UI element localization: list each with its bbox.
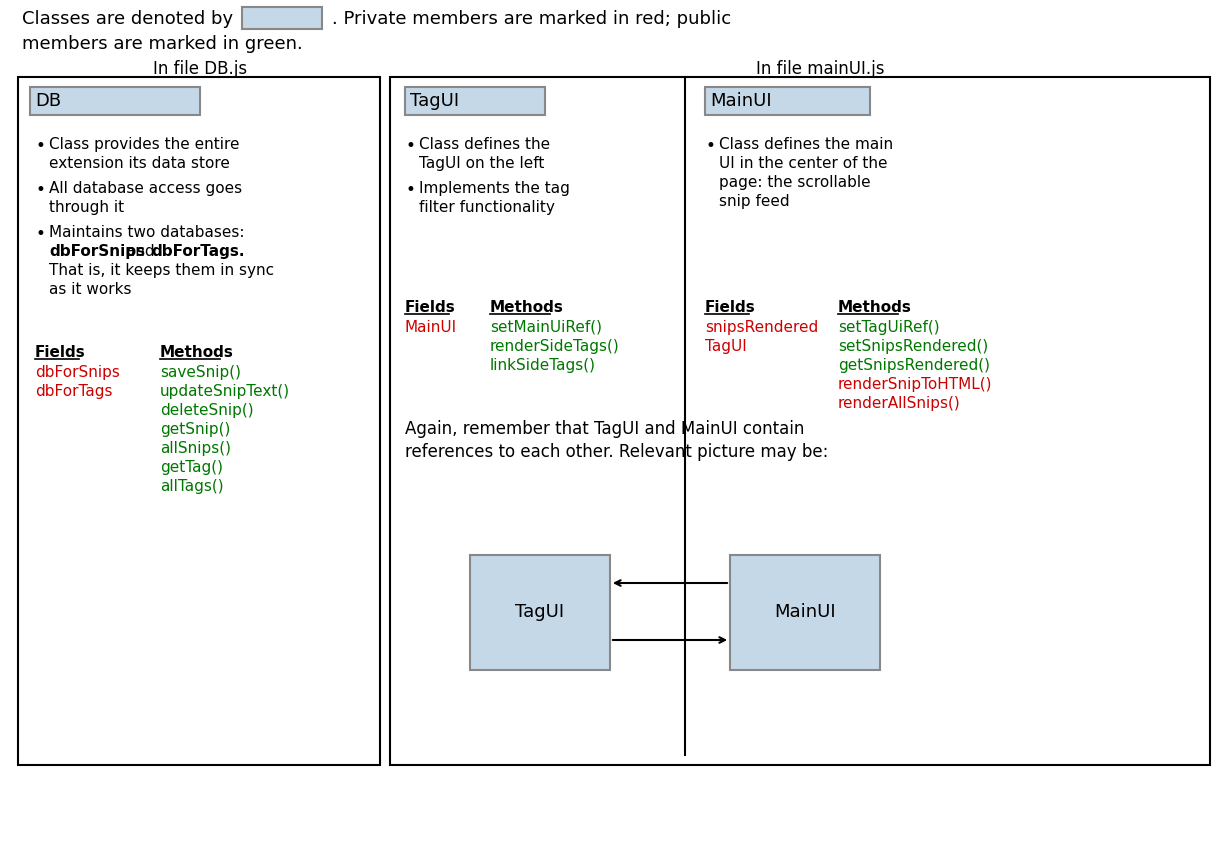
Text: Fields: Fields [36, 345, 86, 360]
Text: All database access goes: All database access goes [49, 181, 242, 196]
Text: setTagUiRef(): setTagUiRef() [837, 320, 939, 335]
Text: setSnipsRendered(): setSnipsRendered() [837, 339, 989, 354]
Bar [391, 77, 1210, 765]
Text: Classes are denoted by: Classes are denoted by [22, 10, 233, 28]
Text: Again, remember that TagUI and MainUI contain: Again, remember that TagUI and MainUI co… [405, 420, 804, 438]
Text: dbForSnips: dbForSnips [36, 365, 120, 380]
Text: . Private members are marked in red; public: . Private members are marked in red; pub… [332, 10, 731, 28]
Text: linkSideTags(): linkSideTags() [490, 358, 596, 373]
Text: saveSnip(): saveSnip() [160, 365, 241, 380]
Text: setMainUiRef(): setMainUiRef() [490, 320, 602, 335]
Text: Implements the tag: Implements the tag [419, 181, 570, 196]
Text: extension its data store: extension its data store [49, 156, 230, 171]
Text: renderSnipToHTML(): renderSnipToHTML() [837, 377, 992, 392]
Text: MainUI: MainUI [774, 603, 836, 621]
Text: Methods: Methods [837, 300, 912, 315]
Text: Class defines the main: Class defines the main [720, 137, 893, 152]
Text: •: • [405, 137, 415, 155]
Text: snipsRendered: snipsRendered [705, 320, 818, 335]
Text: •: • [36, 181, 45, 199]
Text: DB: DB [36, 92, 61, 110]
Text: filter functionality: filter functionality [419, 200, 555, 215]
Text: •: • [36, 225, 45, 243]
Text: renderSideTags(): renderSideTags() [490, 339, 620, 354]
Text: UI in the center of the: UI in the center of the [720, 156, 888, 171]
Text: TagUI: TagUI [516, 603, 565, 621]
Text: Methods: Methods [160, 345, 233, 360]
Text: Maintains two databases:: Maintains two databases: [49, 225, 244, 240]
Text: dbForTags: dbForTags [36, 384, 113, 399]
Text: Class defines the: Class defines the [419, 137, 550, 152]
Text: allTags(): allTags() [160, 479, 223, 494]
Text: deleteSnip(): deleteSnip() [160, 403, 254, 418]
Text: MainUI: MainUI [405, 320, 457, 335]
Text: •: • [405, 181, 415, 199]
Bar [705, 87, 869, 115]
Text: Fields: Fields [405, 300, 456, 315]
Text: getSnipsRendered(): getSnipsRendered() [837, 358, 990, 373]
Bar [18, 77, 379, 765]
Bar [470, 555, 610, 670]
Text: page: the scrollable: page: the scrollable [720, 175, 871, 190]
Text: updateSnipText(): updateSnipText() [160, 384, 290, 399]
Text: members are marked in green.: members are marked in green. [22, 35, 303, 53]
Text: In file DB.js: In file DB.js [154, 60, 247, 78]
Text: Fields: Fields [705, 300, 755, 315]
Text: getSnip(): getSnip() [160, 422, 231, 437]
Text: as it works: as it works [49, 282, 131, 297]
Bar [29, 87, 200, 115]
Bar [405, 87, 545, 115]
Text: and: and [122, 244, 160, 259]
Text: renderAllSnips(): renderAllSnips() [837, 396, 960, 411]
Text: Class provides the entire: Class provides the entire [49, 137, 239, 152]
Text: Methods: Methods [490, 300, 564, 315]
Text: •: • [705, 137, 715, 155]
Text: dbForTags.: dbForTags. [151, 244, 244, 259]
Text: snip feed: snip feed [720, 194, 790, 209]
Text: allSnips(): allSnips() [160, 441, 231, 456]
Text: TagUI on the left: TagUI on the left [419, 156, 544, 171]
Text: TagUI: TagUI [705, 339, 747, 354]
Text: That is, it keeps them in sync: That is, it keeps them in sync [49, 263, 274, 278]
Text: •: • [36, 137, 45, 155]
Text: MainUI: MainUI [710, 92, 771, 110]
Text: In file mainUI.js: In file mainUI.js [755, 60, 884, 78]
Text: references to each other. Relevant picture may be:: references to each other. Relevant pictu… [405, 443, 829, 461]
Text: TagUI: TagUI [410, 92, 459, 110]
Text: through it: through it [49, 200, 124, 215]
Text: dbForSnips: dbForSnips [49, 244, 145, 259]
Bar [242, 7, 322, 29]
Bar [729, 555, 880, 670]
Text: getTag(): getTag() [160, 460, 223, 475]
